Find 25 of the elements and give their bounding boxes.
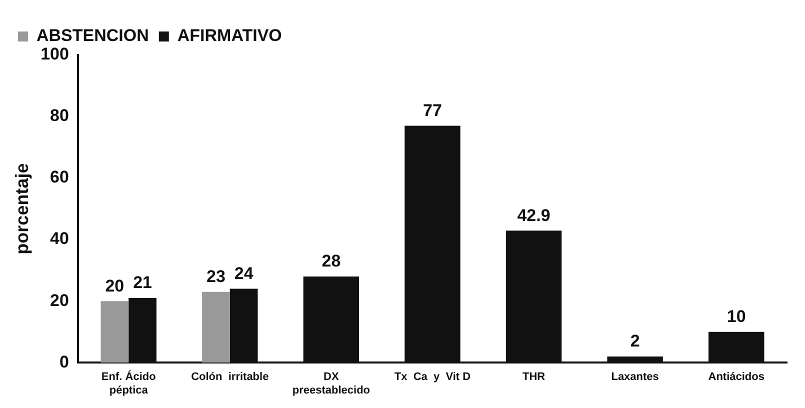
x-tick-label: Antiácidos [708,371,764,384]
y-tick-label: 60 [50,168,69,187]
data-label: 10 [726,307,746,326]
data-label: 77 [423,100,442,120]
x-tick-label: Colón irritable [191,371,269,384]
legend-label: AFIRMATIVO [177,26,282,46]
x-tick-label: Laxantes [611,371,659,384]
data-label: 42.9 [517,206,550,225]
x-tick-label: THR [522,371,546,384]
y-tick-label: 20 [50,290,69,310]
data-label: 28 [322,252,341,271]
data-label: 24 [234,264,254,283]
legend-label: ABSTENCION [36,26,149,46]
x-tick-label: Tx Ca y Vit D [394,371,471,384]
y-axis-title: porcentaje [12,163,32,254]
data-label: 23 [206,267,226,286]
data-label: 20 [105,276,124,296]
data-label: 21 [133,273,152,292]
y-tick-label: 0 [59,352,69,372]
y-tick-label: 40 [50,229,69,248]
x-tick-label: Enf. Ácido péptica [101,370,156,396]
x-tick-label: DX preestablecido [292,371,370,396]
y-tick-label: 80 [50,106,69,126]
data-label: 2 [630,332,640,351]
y-tick-label: 100 [40,44,69,64]
